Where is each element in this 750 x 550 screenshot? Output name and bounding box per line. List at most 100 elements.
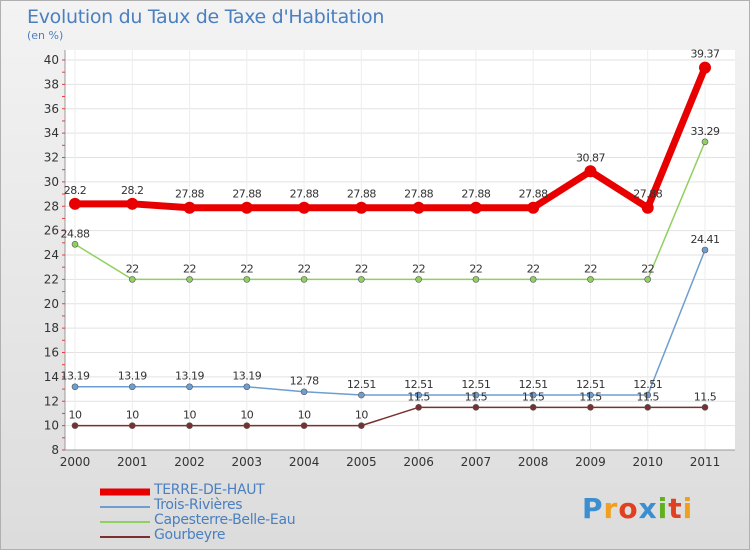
data-point — [701, 138, 709, 146]
data-point — [529, 276, 537, 283]
data-label: 33.29 — [691, 125, 720, 138]
y-tick-label: 40 — [44, 53, 59, 67]
y-tick-label: 10 — [44, 419, 59, 433]
data-point — [529, 404, 537, 411]
data-label: 22 — [298, 262, 311, 275]
data-point — [587, 391, 594, 399]
x-tick-label: 2006 — [403, 455, 434, 469]
data-point — [412, 201, 425, 214]
y-tick-label: 36 — [44, 102, 59, 116]
data-label: 22 — [126, 262, 139, 275]
data-label: 22 — [584, 262, 597, 275]
series-line — [74, 141, 706, 281]
chart-subtitle: (en %) — [27, 29, 64, 42]
data-point — [587, 276, 594, 283]
data-label: 27.88 — [404, 188, 433, 201]
data-label: 10 — [183, 409, 196, 422]
data-point — [415, 276, 422, 283]
chart-title: Evolution du Taux de Taxe d'Habitation — [27, 6, 385, 28]
data-label: 13.19 — [61, 370, 90, 383]
data-label: 22 — [183, 262, 196, 275]
data-point — [701, 404, 709, 411]
x-tick-label: 2005 — [346, 455, 377, 469]
x-tick-label: 2004 — [289, 455, 320, 469]
legend-label: Trois-Rivières — [154, 497, 243, 513]
y-tick-label: 38 — [44, 77, 59, 91]
x-tick-label: 2000 — [60, 455, 91, 469]
data-label: 10 — [355, 409, 368, 422]
data-label: 28.2 — [121, 184, 144, 197]
x-tick-label: 2007 — [461, 455, 492, 469]
y-tick-label: 22 — [44, 272, 59, 286]
data-point — [358, 391, 365, 399]
data-label: 27.88 — [519, 188, 548, 201]
data-point — [243, 422, 251, 429]
plot-area — [65, 50, 735, 450]
y-tick-label: 34 — [44, 126, 59, 140]
y-tick-label: 12 — [44, 394, 59, 408]
legend-label: TERRE-DE-HAUT — [154, 482, 265, 498]
data-label: 12.51 — [519, 378, 548, 391]
data-label: 24.41 — [691, 233, 720, 246]
data-label: 11.5 — [407, 390, 430, 403]
data-point — [186, 276, 193, 283]
y-tick-label: 28 — [44, 199, 59, 213]
data-point — [469, 201, 482, 214]
x-tick-label: 2011 — [690, 455, 721, 469]
data-label: 22 — [641, 262, 654, 275]
data-label: 11.5 — [522, 390, 545, 403]
data-point — [701, 246, 709, 254]
data-label: 30.87 — [576, 151, 605, 164]
logo-letter: o — [618, 492, 639, 525]
data-label: 12.78 — [290, 375, 319, 388]
data-point — [128, 276, 136, 283]
logo-letter: t — [668, 492, 683, 525]
x-tick-label: 2003 — [232, 455, 263, 469]
y-tick-label: 18 — [44, 321, 59, 335]
data-point — [183, 201, 196, 214]
data-label: 39.37 — [691, 48, 720, 61]
data-label: 27.88 — [633, 188, 662, 201]
data-label: 27.88 — [232, 188, 261, 201]
y-tick-label: 32 — [44, 151, 59, 165]
data-label: 13.19 — [232, 370, 261, 383]
y-tick-label: 14 — [44, 370, 59, 384]
data-point — [186, 383, 193, 391]
logo-letter: P — [582, 492, 604, 525]
x-tick-label: 2002 — [174, 455, 205, 469]
data-label: 12.51 — [404, 378, 433, 391]
data-label: 11.5 — [636, 390, 659, 403]
data-label: 27.88 — [290, 188, 319, 201]
data-point — [358, 422, 365, 429]
data-point — [472, 404, 480, 411]
data-label: 10 — [69, 409, 82, 422]
y-tick-label: 30 — [44, 175, 59, 189]
y-tick-label: 26 — [44, 224, 59, 238]
data-label: 10 — [240, 409, 253, 422]
data-point — [472, 276, 480, 283]
x-tick-label: 2001 — [117, 455, 148, 469]
series-line — [75, 406, 705, 427]
data-label: 22 — [469, 262, 482, 275]
data-point — [300, 388, 308, 396]
data-point — [587, 404, 594, 411]
data-point — [71, 383, 79, 391]
logo-letter: i — [682, 492, 694, 525]
data-label: 22 — [527, 262, 540, 275]
data-label: 12.51 — [347, 378, 376, 391]
data-point — [300, 422, 308, 429]
data-label: 22 — [412, 262, 425, 275]
data-label: 22 — [240, 262, 253, 275]
data-point — [529, 391, 537, 399]
data-point — [298, 201, 311, 214]
series-line — [75, 66, 709, 212]
data-point — [71, 240, 79, 248]
data-label: 22 — [355, 262, 368, 275]
series-line — [75, 249, 706, 396]
x-tick-label: 2009 — [575, 455, 606, 469]
data-point — [69, 197, 81, 210]
data-label: 27.88 — [461, 188, 490, 201]
data-label: 11.5 — [579, 390, 602, 403]
x-tick-label: 2010 — [632, 455, 663, 469]
